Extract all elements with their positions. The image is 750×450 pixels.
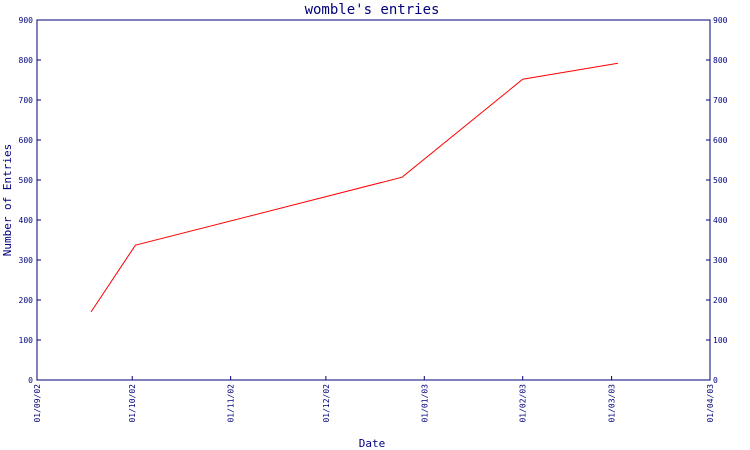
y-tick-label-left: 600 [19, 136, 34, 145]
y-axis-label: Number of Entries [1, 144, 14, 257]
x-axis: 01/09/02 01/10/02 01/11/02 01/12/02 01/01/03… [33, 376, 715, 423]
x-tick-label: 01/03/03 [608, 384, 617, 423]
x-tick-label: 01/11/02 [227, 384, 236, 423]
y-tick-label-right: 0 [713, 376, 718, 385]
x-axis-label: Date [359, 437, 386, 450]
plot-frame [36, 19, 711, 381]
x-tick-label: 01/04/03 [706, 384, 715, 423]
y-tick-label-right: 500 [713, 176, 728, 185]
y-tick-label-right: 300 [713, 256, 728, 265]
y-tick-label-left: 200 [19, 296, 34, 305]
series-line [90, 62, 618, 313]
y-tick-label-right: 800 [713, 56, 728, 65]
y-tick-label-left: 500 [19, 176, 34, 185]
x-tick-label: 01/12/02 [322, 384, 331, 423]
x-tick-label: 01/10/02 [128, 384, 137, 423]
y-tick-label-right: 900 [713, 16, 728, 25]
chart-title: womble's entries [305, 2, 440, 18]
x-tick-label: 01/09/02 [33, 384, 42, 423]
y-tick-label-left: 100 [19, 336, 34, 345]
y-tick-label-left: 800 [19, 56, 34, 65]
y-tick-label-right: 400 [713, 216, 728, 225]
y-tick-label-left: 900 [19, 16, 34, 25]
y-axis-right: 0 100 200 300 400 500 600 700 800 900 [706, 16, 728, 385]
y-tick-label-left: 700 [19, 96, 34, 105]
x-tick-label: 01/02/03 [519, 384, 528, 423]
y-tick-label-right: 200 [713, 296, 728, 305]
x-tick-label: 01/01/03 [420, 384, 429, 423]
y-tick-label-right: 700 [713, 96, 728, 105]
series-layer [90, 62, 618, 313]
y-tick-label-left: 400 [19, 216, 34, 225]
y-tick-label-left: 0 [28, 376, 33, 385]
y-tick-label-left: 300 [19, 256, 34, 265]
y-tick-label-right: 100 [713, 336, 728, 345]
y-tick-label-right: 600 [713, 136, 728, 145]
y-axis-left: 0 100 200 300 400 500 600 700 800 900 [19, 16, 41, 385]
